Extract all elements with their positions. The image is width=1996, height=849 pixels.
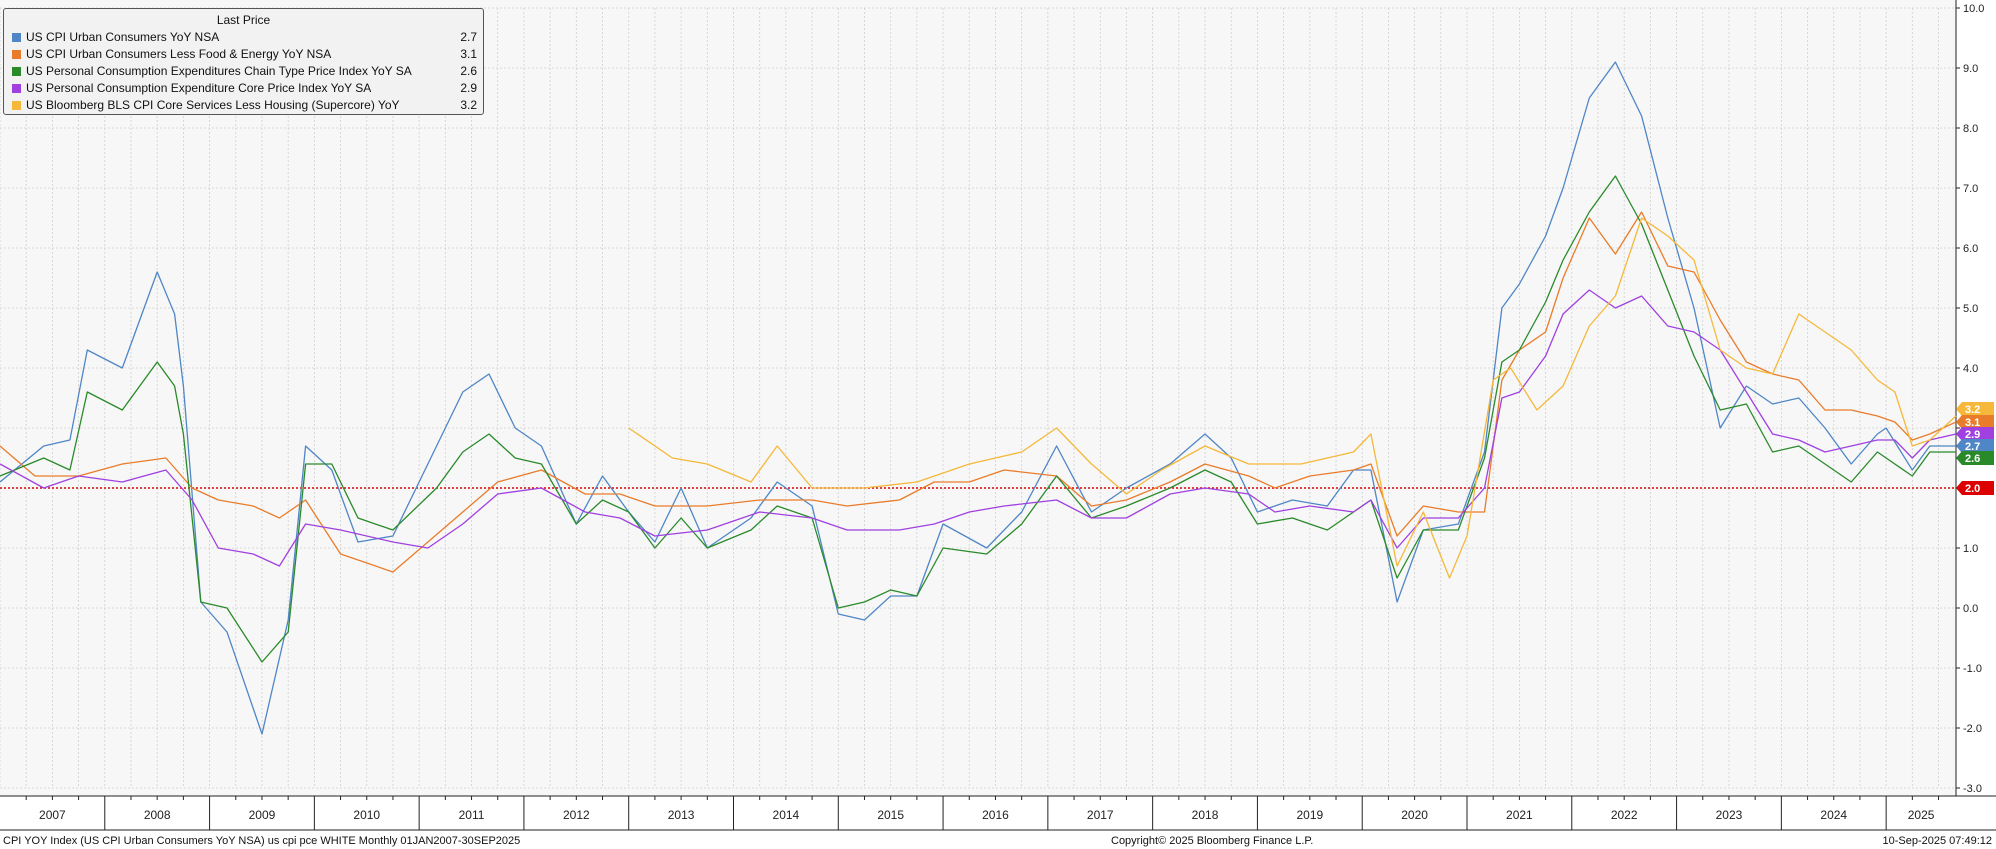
legend-item-4: US Personal Consumption Expenditure Core…	[4, 80, 483, 97]
last-value-marker-4-label: 2.9	[1965, 429, 1980, 441]
x-tick-label: 2020	[1401, 808, 1428, 822]
y-tick-label: 8.0	[1963, 123, 1978, 135]
series-line-3	[0, 175, 1956, 663]
last-value-marker-5	[1956, 402, 1994, 416]
last-value-marker-2	[1956, 415, 1994, 429]
y-tick-label: 5.0	[1963, 303, 1978, 315]
footer-copyright: Copyright© 2025 Bloomberg Finance L.P.	[1111, 835, 1314, 847]
legend-last-price: 2.9	[460, 81, 477, 95]
y-tick-label: 7.0	[1963, 183, 1978, 195]
footer-timestamp: 10-Sep-2025 07:49:12	[1882, 835, 1992, 847]
legend-item-5: US Bloomberg BLS CPI Core Services Less …	[4, 97, 483, 114]
y-tick-label: -3.0	[1963, 783, 1982, 795]
legend-series-name: US Personal Consumption Expenditure Core…	[26, 81, 372, 95]
last-value-marker-5-label: 3.2	[1965, 404, 1980, 416]
x-tick-label: 2008	[144, 808, 171, 822]
x-tick-label: 2011	[459, 808, 485, 822]
legend-series-name: US CPI Urban Consumers YoY NSA	[26, 30, 220, 44]
x-tick-label: 2014	[773, 808, 800, 822]
legend: Last Price US CPI Urban Consumers YoY NS…	[3, 8, 484, 115]
y-tick-label: 1.0	[1963, 543, 1978, 555]
footer-description: CPI YOY Index (US CPI Urban Consumers Yo…	[3, 835, 521, 847]
y-tick-label: 6.0	[1963, 243, 1978, 255]
x-tick-label: 2018	[1192, 808, 1219, 822]
legend-last-price: 3.1	[460, 47, 477, 61]
series-lines	[0, 61, 1957, 735]
y-tick-label: 10.0	[1963, 3, 1984, 15]
legend-swatch	[12, 101, 21, 110]
x-tick-label: 2023	[1716, 808, 1743, 822]
legend-last-price: 3.2	[460, 98, 477, 112]
reference-value-marker	[1956, 481, 1994, 495]
x-tick-label: 2009	[249, 808, 276, 822]
legend-swatch	[12, 50, 21, 59]
last-value-marker-1-label: 2.7	[1965, 441, 1980, 453]
legend-series-name: US CPI Urban Consumers Less Food & Energ…	[26, 47, 332, 61]
legend-series-name: US Bloomberg BLS CPI Core Services Less …	[26, 98, 400, 112]
y-tick-label: -1.0	[1963, 663, 1982, 675]
legend-last-price: 2.7	[460, 30, 477, 44]
x-tick-label: 2022	[1611, 808, 1638, 822]
x-axis: 2007 2008 2009 2010 2011 2012 2013 2014 2015 2016…	[0, 795, 1996, 831]
legend-item-3: US Personal Consumption Expenditures Cha…	[4, 63, 483, 80]
series-line-1	[0, 61, 1956, 735]
x-tick-label: 2010	[353, 808, 380, 822]
last-value-marker-3-label: 2.6	[1965, 453, 1980, 465]
x-tick-label: 2015	[877, 808, 904, 822]
last-value-marker-2-label: 3.1	[1965, 417, 1980, 429]
x-tick-label: 2007	[39, 808, 66, 822]
gridlines	[0, 7, 1956, 789]
legend-item-1: US CPI Urban Consumers YoY NSA 2.7	[4, 29, 483, 46]
last-value-marker-1	[1956, 439, 1994, 453]
y-axis: -3.0-2.0-1.00.01.02.03.04.05.06.07.08.09…	[1955, 0, 1984, 796]
x-tick-label: 2017	[1087, 808, 1114, 822]
legend-last-price: 2.6	[460, 64, 477, 78]
y-tick-label: 0.0	[1963, 603, 1978, 615]
x-tick-label: 2019	[1296, 808, 1323, 822]
x-tick-label: 2025	[1908, 808, 1935, 822]
last-value-marker-4	[1956, 427, 1994, 441]
x-tick-label: 2024	[1820, 808, 1847, 822]
series-line-2	[0, 211, 1957, 573]
x-tick-label: 2013	[668, 808, 695, 822]
legend-item-2: US CPI Urban Consumers Less Food & Energ…	[4, 46, 483, 63]
y-tick-label: 4.0	[1963, 363, 1978, 375]
reference-value-marker-label: 2.0	[1965, 483, 1980, 495]
y-tick-label: 9.0	[1963, 63, 1978, 75]
y-tick-label: -2.0	[1963, 723, 1982, 735]
legend-title: Last Price	[216, 13, 271, 27]
legend-swatch	[12, 67, 21, 76]
x-tick-label: 2021	[1506, 808, 1533, 822]
x-tick-label: 2016	[982, 808, 1009, 822]
legend-swatch	[12, 33, 21, 42]
legend-swatch	[12, 84, 21, 93]
x-tick-label: 2012	[563, 808, 590, 822]
plot-background	[0, 0, 1956, 796]
series-line-5	[628, 217, 1957, 579]
legend-series-name: US Personal Consumption Expenditures Cha…	[26, 64, 412, 78]
last-value-marker-3	[1956, 451, 1994, 465]
last-value-markers: 2.0 3.23.12.92.72.6	[1956, 402, 1994, 495]
